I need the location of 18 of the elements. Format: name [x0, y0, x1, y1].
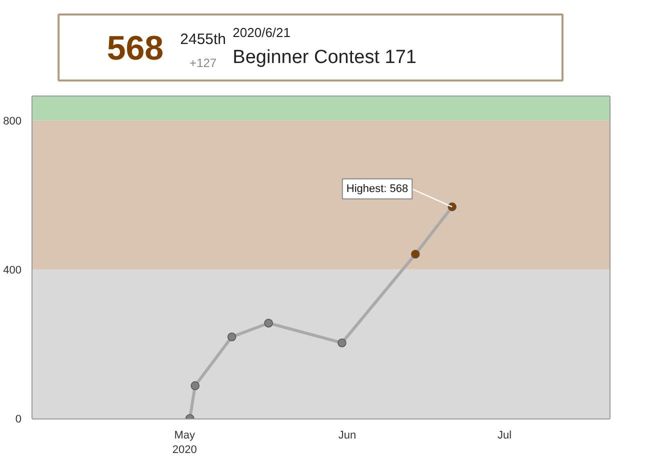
point	[190, 381, 200, 390]
y-tick-label: 400	[3, 264, 22, 276]
point	[411, 250, 420, 259]
point	[448, 202, 457, 212]
x-tick-label: May 2020	[172, 430, 197, 456]
y-tick-label: 0	[15, 414, 22, 426]
text: 2455th	[180, 31, 226, 48]
x-tick-label: Jun	[338, 430, 356, 442]
point	[338, 338, 346, 348]
chart-title: Beginner Contest 171	[232, 47, 416, 68]
text: 568	[106, 30, 164, 68]
point	[227, 332, 236, 342]
y-tick-label: 800	[3, 115, 22, 128]
x-tick-label: Jul	[498, 430, 512, 442]
text: +127	[190, 56, 217, 70]
chart-subtitle: 2020/6/21	[232, 25, 291, 40]
point	[264, 318, 273, 328]
annotation: Highest: 568	[346, 182, 408, 195]
